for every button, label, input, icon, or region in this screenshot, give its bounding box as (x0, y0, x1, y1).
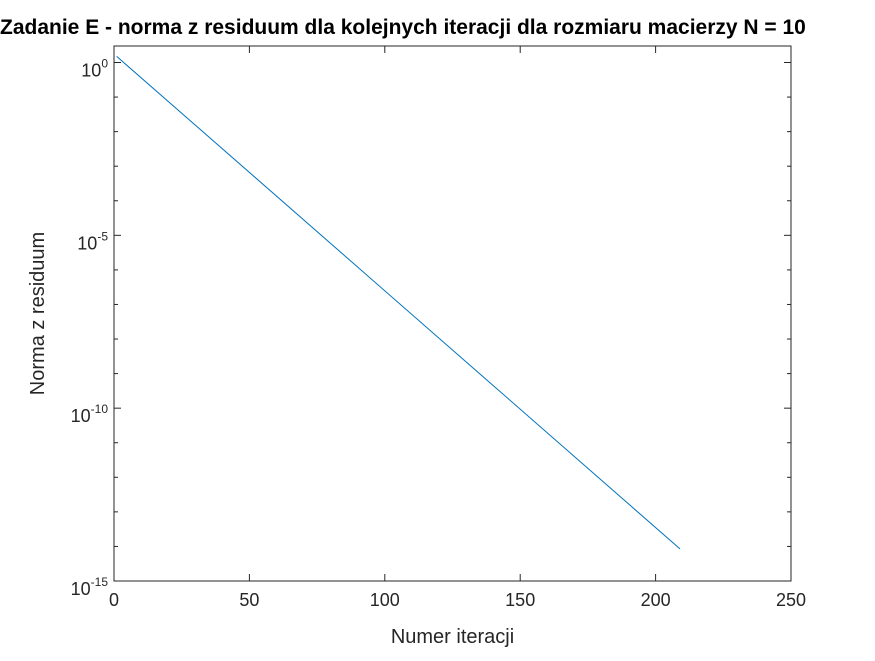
y-tick-label-exponent: -10 (91, 402, 109, 416)
y-axis-label: Norma z residuum (27, 232, 49, 395)
axes-box (113, 45, 792, 582)
x-tick-label: 100 (370, 590, 400, 610)
x-tick-label: 250 (776, 590, 806, 610)
x-tick-label: 0 (109, 590, 119, 610)
y-tick-label-base: 10 (71, 406, 91, 426)
x-tick-label: 50 (239, 590, 259, 610)
y-tick-label: 100 (81, 56, 108, 80)
x-tick-label: 200 (641, 590, 671, 610)
x-tick-label: 150 (505, 590, 535, 610)
y-tick-label-exponent: -5 (97, 229, 108, 243)
y-tick-label-exponent: 0 (101, 56, 108, 70)
chart-title: Zadanie E - norma z residuum dla kolejny… (0, 16, 806, 39)
y-tick-label: 10-15 (71, 575, 109, 599)
y-tick-label: 10-5 (77, 229, 108, 253)
y-tick-label: 10-10 (71, 402, 109, 426)
series-line (116, 56, 681, 550)
x-axis-label: Numer iteracji (391, 626, 514, 648)
y-tick-label-base: 10 (71, 579, 91, 599)
y-tick-label-base: 10 (81, 60, 101, 80)
y-tick-label-exponent: -15 (91, 575, 109, 589)
y-tick-label-base: 10 (77, 233, 97, 253)
